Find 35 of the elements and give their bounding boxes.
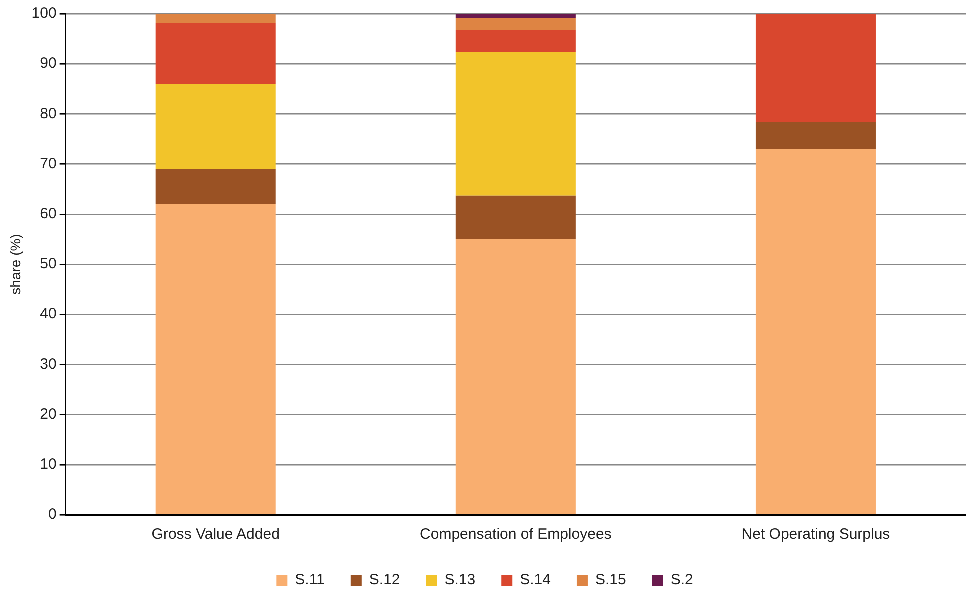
bar bbox=[156, 23, 276, 84]
x-tick-label: Compensation of Employees bbox=[420, 526, 612, 544]
bar bbox=[456, 14, 576, 18]
bar bbox=[756, 14, 876, 122]
y-tick-label: 80 bbox=[40, 105, 57, 122]
bar bbox=[156, 84, 276, 170]
legend-label: S.15 bbox=[595, 572, 626, 589]
x-tick-label: Gross Value Added bbox=[152, 526, 280, 544]
y-axis-title: share (%) bbox=[7, 234, 24, 295]
legend-label: S.13 bbox=[444, 572, 476, 589]
bar bbox=[756, 122, 876, 150]
legend-label: S.2 bbox=[670, 572, 694, 589]
bar bbox=[456, 196, 576, 240]
y-tick-label: 0 bbox=[48, 506, 57, 524]
bar bbox=[156, 204, 276, 514]
y-tick-label: 90 bbox=[40, 55, 57, 72]
y-tick-label: 70 bbox=[40, 155, 57, 172]
y-tick-label: 30 bbox=[40, 356, 57, 373]
bar bbox=[756, 149, 876, 514]
bar bbox=[456, 239, 576, 514]
y-tick-label: 20 bbox=[40, 406, 57, 423]
y-tick-label: 50 bbox=[40, 256, 57, 273]
y-tick-label: 40 bbox=[40, 306, 57, 323]
legend-label: S.14 bbox=[520, 572, 551, 589]
legend-label: S.12 bbox=[369, 572, 400, 589]
y-tick-label: 100 bbox=[32, 5, 57, 22]
bar bbox=[456, 52, 576, 196]
y-tick-label: 60 bbox=[40, 206, 57, 223]
x-tick-label: Net Operating Surplus bbox=[742, 526, 890, 544]
bar bbox=[456, 18, 576, 31]
bar bbox=[156, 14, 276, 24]
legend-label: S.11 bbox=[295, 572, 325, 589]
bar bbox=[156, 169, 276, 204]
bar bbox=[456, 30, 576, 52]
y-tick-label: 10 bbox=[40, 456, 57, 474]
